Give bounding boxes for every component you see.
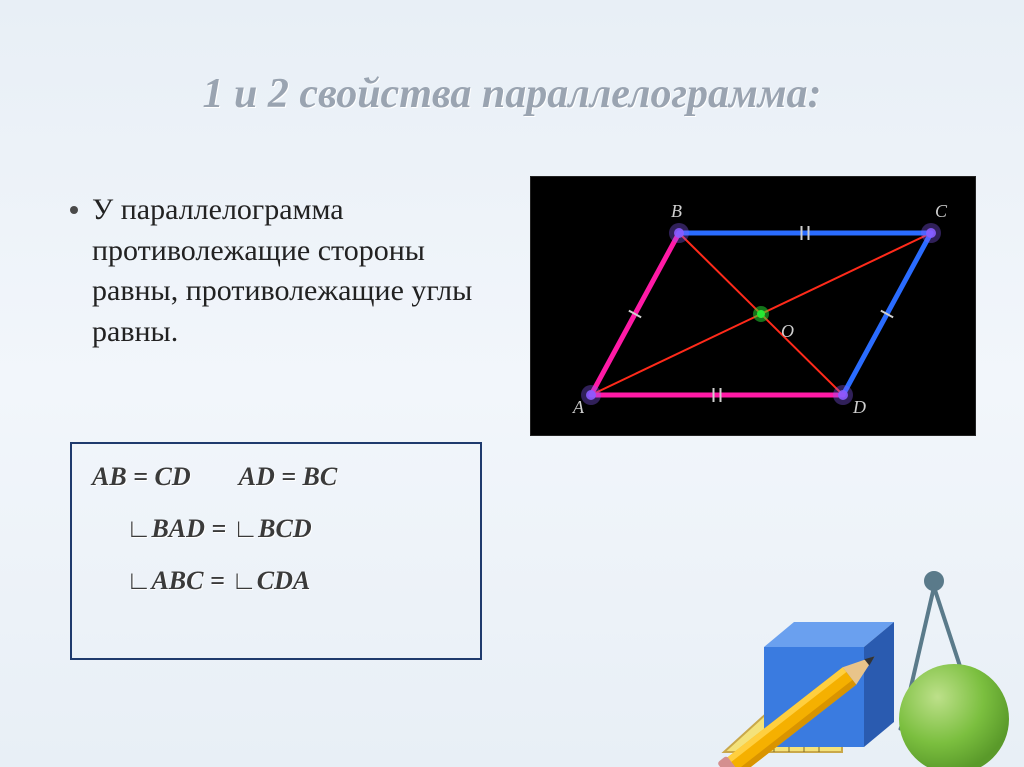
bullet-row: У параллелограмма противолежащие стороны… (70, 190, 480, 352)
parallelogram-svg: A B C D O (531, 177, 977, 437)
svg-text:A: A (572, 397, 585, 417)
svg-text:D: D (852, 397, 866, 417)
formula-ab-cd: AB = CD (92, 462, 191, 492)
compass-icon (900, 573, 982, 729)
formula-box: AB = CD AD = BC ∟BAD = ∟BCD ∟ABC = ∟CDA (70, 442, 482, 660)
bullet-block: У параллелограмма противолежащие стороны… (70, 190, 480, 352)
cube-icon (764, 622, 894, 747)
parallelogram-figure: A B C D O (530, 176, 976, 436)
decor-svg (604, 547, 1024, 767)
decorative-shapes (604, 547, 1024, 767)
pencil-icon (717, 646, 883, 767)
svg-text:B: B (671, 201, 682, 221)
svg-text:C: C (935, 201, 948, 221)
sphere-icon (899, 664, 1009, 767)
formula-line-1: AB = CD AD = BC (92, 462, 460, 514)
formula-abc-cda: ∟ABC = ∟CDA (92, 566, 460, 596)
slide-title: 1 и 2 свойства параллелограмма: (0, 70, 1024, 118)
slide: 1 и 2 свойства параллелограмма: У паралл… (0, 0, 1024, 767)
svg-text:O: O (781, 321, 794, 341)
formula-bad-bcd: ∟BAD = ∟BCD (92, 514, 460, 544)
formula-ad-bc: AD = BC (239, 462, 338, 492)
bullet-text: У параллелограмма противолежащие стороны… (92, 190, 480, 352)
bullet-dot-icon (70, 206, 78, 214)
triangle-ruler-icon (724, 645, 842, 752)
